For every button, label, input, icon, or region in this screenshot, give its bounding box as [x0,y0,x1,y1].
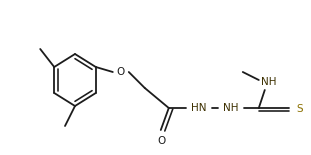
Text: NH: NH [261,77,276,87]
Text: O: O [158,136,166,146]
Text: S: S [297,104,304,114]
Text: O: O [117,67,125,77]
Text: HN: HN [191,103,207,113]
Text: NH: NH [223,103,239,113]
